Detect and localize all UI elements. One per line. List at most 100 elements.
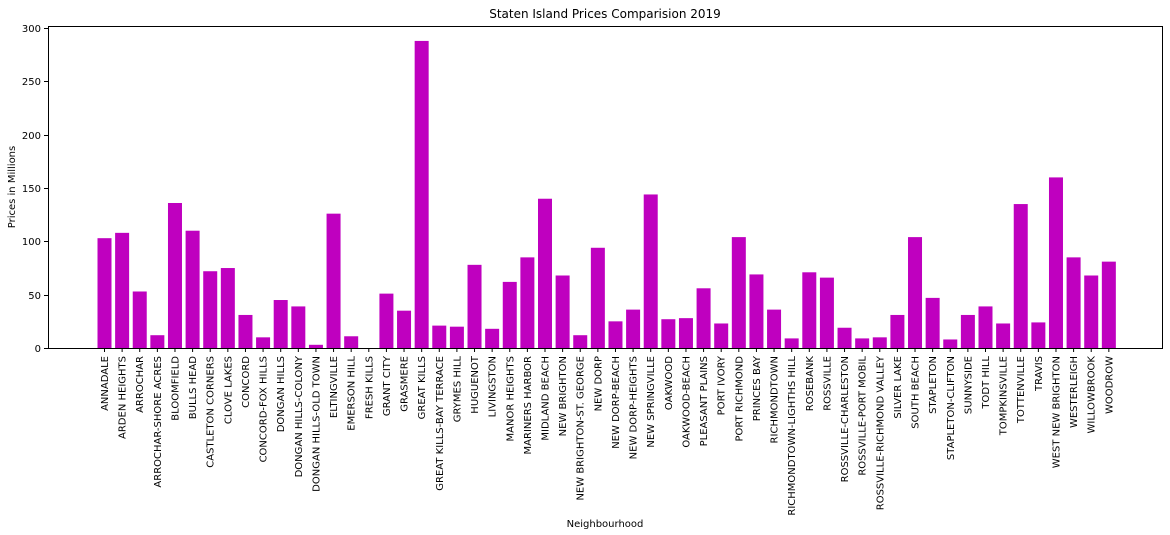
bar xyxy=(573,335,588,348)
bar xyxy=(855,338,870,348)
y-tick-label: 0 xyxy=(35,344,41,355)
x-tick-label: OAKWOOD xyxy=(664,356,675,410)
bar xyxy=(908,237,923,348)
bars-group xyxy=(97,40,1116,348)
x-tick-label: NEW DORP-BEACH xyxy=(611,356,622,449)
bar xyxy=(256,337,271,348)
bar xyxy=(291,306,306,348)
bar xyxy=(97,238,112,348)
bar xyxy=(220,268,235,348)
x-tick-label: DONGAN HILLS xyxy=(276,356,287,432)
bar xyxy=(925,297,940,348)
bar xyxy=(802,272,817,348)
bar xyxy=(520,257,535,348)
x-tick-label: GREAT KILLS-BAY TERRACE xyxy=(435,356,446,491)
x-tick-label: BLOOMFIELD xyxy=(170,356,181,421)
x-tick-label: ELTINGVILLE xyxy=(329,356,340,418)
bar xyxy=(1066,257,1081,348)
plot-frame xyxy=(48,26,1163,349)
x-tick-label: PORT RICHMOND xyxy=(734,356,745,442)
bar xyxy=(1013,204,1028,348)
bar xyxy=(379,293,394,348)
bar xyxy=(185,230,200,348)
bar xyxy=(819,277,834,348)
bar xyxy=(767,309,782,348)
x-tick-label: SILVER LAKE xyxy=(893,356,904,419)
x-tick-label: RICHMONDTOWN xyxy=(770,356,781,443)
bar xyxy=(1101,261,1116,348)
x-axis: ANNADALE ARDEN HEIGHTS ARROCHAR ARROCHAR-SH… xyxy=(100,348,1115,516)
x-tick-label: BULLS HEAD xyxy=(188,356,199,420)
x-tick-label: SUNNYSIDE xyxy=(963,356,974,414)
bar xyxy=(608,321,623,348)
bar xyxy=(978,306,993,348)
bar xyxy=(590,247,605,348)
bar xyxy=(273,300,288,348)
x-axis-label: Neighbourhood xyxy=(567,519,644,530)
x-tick-label: ROSEBANK xyxy=(805,356,816,412)
x-tick-label: TOMPKINSVILLE xyxy=(999,356,1010,436)
bar xyxy=(203,271,218,348)
bar xyxy=(1048,177,1063,348)
x-tick-label: MARINERS HARBOR xyxy=(523,356,534,455)
y-axis-label: Prices in Millions xyxy=(7,146,18,229)
bar xyxy=(467,264,482,348)
x-tick-label: TOTTENVILLE xyxy=(1016,356,1027,424)
x-tick-label: FRESH KILLS xyxy=(364,356,375,419)
x-tick-label: WESTERLEIGH xyxy=(1069,356,1080,428)
x-tick-label: GRANT CITY xyxy=(382,355,393,416)
y-axis: 0 50 100 150 200 250 300 xyxy=(22,24,48,355)
y-tick-label: 100 xyxy=(22,237,41,248)
x-tick-label: DONGAN HILLS-OLD TOWN xyxy=(311,356,322,492)
bar xyxy=(696,288,711,348)
x-tick-label: CASTLETON CORNERS xyxy=(206,356,217,468)
bar xyxy=(238,314,253,348)
y-tick-label: 200 xyxy=(22,131,41,142)
x-tick-label: CONCORD-FOX HILLS xyxy=(259,356,270,462)
x-tick-label: ROSSVILLE xyxy=(822,356,833,411)
bar xyxy=(626,309,641,348)
bar xyxy=(996,323,1011,348)
bar xyxy=(678,318,693,348)
bar xyxy=(344,336,359,348)
x-tick-label: PORT IVORY xyxy=(717,355,728,415)
bar xyxy=(308,344,323,348)
bar xyxy=(890,314,905,348)
x-tick-label: ANNADALE xyxy=(100,356,111,411)
bar xyxy=(115,232,130,348)
bar xyxy=(872,337,887,348)
x-tick-label: DONGAN HILLS-COLONY xyxy=(294,355,305,477)
x-tick-label: CONCORD xyxy=(241,356,252,408)
bar xyxy=(784,338,799,348)
y-tick-label: 300 xyxy=(22,24,41,35)
bar xyxy=(449,326,464,348)
bar xyxy=(414,40,429,348)
x-tick-label: EMERSON HILL xyxy=(347,356,358,431)
x-tick-label: NEW DORP-HEIGHTS xyxy=(629,356,640,459)
x-tick-label: NEW BRIGHTON xyxy=(558,356,569,436)
bar xyxy=(960,314,975,348)
bar xyxy=(538,198,552,348)
bar xyxy=(1031,322,1046,348)
x-tick-label: WILLOWBROOK xyxy=(1087,356,1098,434)
x-tick-label: NEW SPRINGVILLE xyxy=(646,356,657,448)
x-tick-label: TRAVIS xyxy=(1034,356,1045,392)
bar xyxy=(150,335,165,348)
x-tick-label: GRASMERE xyxy=(400,356,411,412)
x-tick-label: PRINCES BAY xyxy=(752,355,763,421)
bar xyxy=(432,325,447,348)
x-tick-label: SOUTH BEACH xyxy=(911,356,922,429)
bar xyxy=(1084,275,1099,348)
x-tick-label: NEW BRIGHTON-ST. GEORGE xyxy=(576,356,587,501)
x-tick-label: GREAT KILLS xyxy=(417,356,428,419)
x-tick-label: CLOVE LAKES xyxy=(223,356,234,424)
x-tick-label: NEW DORP xyxy=(593,356,604,411)
x-tick-label: WOODROW xyxy=(1104,356,1115,414)
bar xyxy=(397,310,412,348)
x-tick-label: ROSSVILLE-PORT MOBIL xyxy=(858,356,869,476)
bar xyxy=(485,328,500,348)
bar xyxy=(749,274,764,348)
x-tick-label: TODT HILL xyxy=(981,356,992,410)
x-tick-label: MANOR HEIGHTS xyxy=(505,356,516,441)
